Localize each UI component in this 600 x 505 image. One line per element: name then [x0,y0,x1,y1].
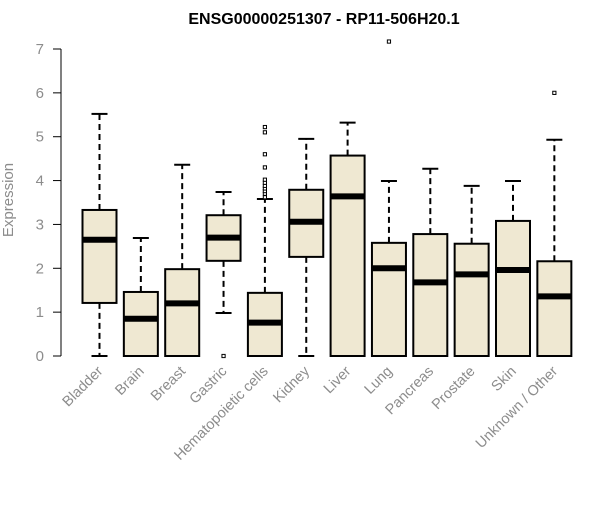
box-group [81,112,118,357]
x-tick-label: Brain [112,364,147,399]
iqr-box [370,241,407,357]
outlier-point [262,130,267,135]
y-tick-label: 6 [36,85,44,102]
iqr-box [453,242,490,357]
y-tick-label: 2 [36,260,44,277]
iqr-box [329,154,366,357]
outlier-point [262,165,267,170]
box-group [329,121,366,357]
y-tick-label: 4 [36,173,44,190]
outlier-point [221,353,226,359]
outlier-point [262,152,267,157]
iqr-box [495,219,531,357]
x-tick-label: Breast [148,364,189,405]
box-group [495,180,531,357]
x-tick-label: Bladder [60,363,107,410]
y-tick-label: 3 [36,216,44,233]
iqr-box [164,268,201,358]
x-tick-label: Lung [362,364,396,398]
box-group [205,190,242,359]
iqr-box [81,208,118,304]
x-tick-label: Kidney [270,363,313,406]
iqr-box [412,233,449,358]
outlier-point [262,195,267,200]
y-tick-label: 1 [36,304,44,321]
boxes-layer [81,39,573,359]
box-group [412,167,449,358]
outlier-point [386,39,392,44]
y-axis-label: Expression [0,163,17,237]
y-tick-label: 5 [36,129,44,146]
y-tick-label: 7 [36,41,44,58]
box-group [246,124,283,357]
box-group [164,163,201,358]
box-group [370,39,407,357]
outlier-point [552,90,557,95]
x-tick-label: Prostate [429,364,478,413]
box-group [453,184,490,357]
iqr-box [536,260,573,358]
x-tick-label: Skin [489,364,520,395]
iqr-box [122,290,159,357]
y-tick-label: 0 [36,348,44,365]
x-tick-label: Liver [321,363,355,397]
box-group [536,90,573,358]
box-group [288,137,325,357]
chart-title: ENSG00000251307 - RP11-506H20.1 [188,11,459,28]
box-group [122,237,159,357]
y-axis: 0 1 2 3 4 5 6 7 [36,41,62,365]
outlier-point [262,124,267,130]
outlier-point [262,177,267,182]
